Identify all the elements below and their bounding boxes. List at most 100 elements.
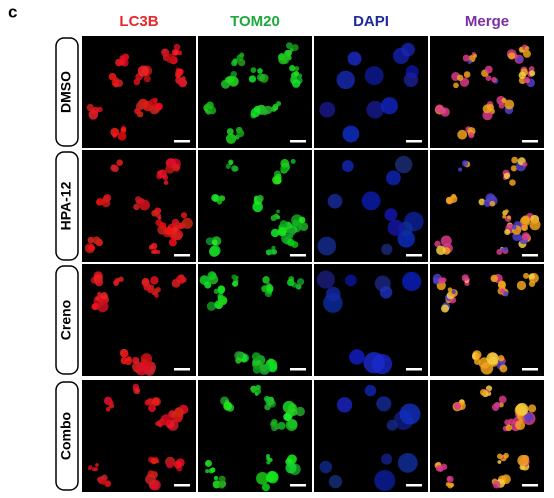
cell-signal <box>180 212 188 219</box>
cell-signal <box>457 129 468 140</box>
micrograph <box>198 380 312 492</box>
cell-signal <box>528 404 537 413</box>
cell-signal <box>110 164 117 172</box>
cell-signal <box>501 97 507 104</box>
cell-signal <box>498 395 507 404</box>
micrograph <box>314 150 428 262</box>
cell-signal <box>316 270 335 289</box>
row-label: HPA-12 <box>55 151 79 261</box>
micrograph-background <box>198 36 312 148</box>
cell-signal <box>255 384 261 391</box>
cell-signal <box>148 404 157 413</box>
scale-bar <box>406 484 422 487</box>
cell-signal <box>522 161 528 167</box>
cell-signal <box>505 424 513 432</box>
cell-signal <box>523 49 531 58</box>
cell-signal <box>524 46 530 51</box>
cell-signal <box>108 403 115 409</box>
cell-signal <box>325 286 341 302</box>
cell-signal <box>264 403 271 411</box>
cell-signal <box>225 163 231 169</box>
cell-signal <box>104 398 111 405</box>
cell-signal <box>237 58 246 67</box>
cell-signal <box>374 469 396 492</box>
cell-signal <box>236 129 245 138</box>
row-label-text: HPA-12 <box>58 181 74 230</box>
cell-signal <box>151 209 158 217</box>
cell-signal <box>523 76 531 84</box>
micrograph-background <box>82 380 196 492</box>
micrograph <box>198 36 312 148</box>
cell-signal <box>336 397 353 413</box>
cell-signal <box>497 453 503 460</box>
cell-signal <box>159 222 167 230</box>
cell-signal <box>328 474 343 489</box>
cell-signal <box>280 158 290 168</box>
cell-signal <box>205 469 210 474</box>
cell-signal <box>103 194 112 202</box>
cell-signal <box>363 352 385 374</box>
cell-signal <box>157 216 162 220</box>
cell-signal <box>504 228 511 236</box>
scale-bar <box>290 140 306 143</box>
cell-signal <box>206 101 214 110</box>
scale-bar <box>406 368 422 371</box>
cell-signal <box>518 71 526 79</box>
cell-signal <box>91 302 100 311</box>
cell-signal <box>500 247 505 252</box>
micrograph <box>430 150 544 262</box>
cell-signal <box>263 105 273 115</box>
cell-signal <box>124 357 133 366</box>
cell-signal <box>436 245 446 255</box>
cell-signal <box>92 236 101 245</box>
cell-signal <box>435 465 443 472</box>
row-label: Creno <box>55 265 79 375</box>
cell-signal <box>168 410 176 418</box>
cell-signal <box>381 453 393 465</box>
cell-signal <box>486 352 499 365</box>
micrograph <box>82 264 196 376</box>
micrograph <box>198 150 312 262</box>
cell-signal <box>230 71 238 78</box>
cell-signal <box>250 67 257 74</box>
cell-signal <box>434 240 441 248</box>
column-header: DAPI <box>353 13 389 30</box>
cell-signal <box>441 463 448 470</box>
row-label-box <box>55 265 79 375</box>
cell-signal <box>97 291 102 297</box>
cell-signal <box>402 271 422 292</box>
cell-signal <box>96 198 104 206</box>
cell-signal <box>104 480 112 487</box>
cell-signal <box>267 287 274 293</box>
cell-signal <box>168 238 177 247</box>
cell-signal <box>269 458 273 462</box>
cell-signal <box>117 131 127 141</box>
cell-signal <box>226 128 234 136</box>
cell-signal <box>467 59 472 64</box>
cell-signal <box>145 473 156 485</box>
cell-signal <box>529 219 541 231</box>
cell-signal <box>453 82 459 89</box>
panel-label: c <box>8 2 17 21</box>
cell-signal <box>181 217 193 229</box>
cell-signal <box>132 356 140 365</box>
cell-signal <box>205 237 214 246</box>
cell-signal <box>272 175 282 185</box>
scale-bar <box>406 254 422 257</box>
cell-signal <box>272 103 279 110</box>
cell-signal <box>217 294 224 301</box>
cell-signal <box>507 215 511 220</box>
cell-signal <box>152 249 158 255</box>
cell-signal <box>516 56 524 63</box>
cell-signal <box>231 165 238 172</box>
row-label: Combo <box>55 381 79 491</box>
cell-signal <box>209 245 221 257</box>
scale-bar <box>406 140 422 143</box>
cell-signal <box>503 452 509 459</box>
cell-signal <box>164 226 173 236</box>
cell-signal <box>271 249 278 255</box>
cell-signal <box>232 280 239 287</box>
cell-signal <box>511 224 517 230</box>
cell-signal <box>101 474 108 481</box>
cell-signal <box>173 460 182 469</box>
